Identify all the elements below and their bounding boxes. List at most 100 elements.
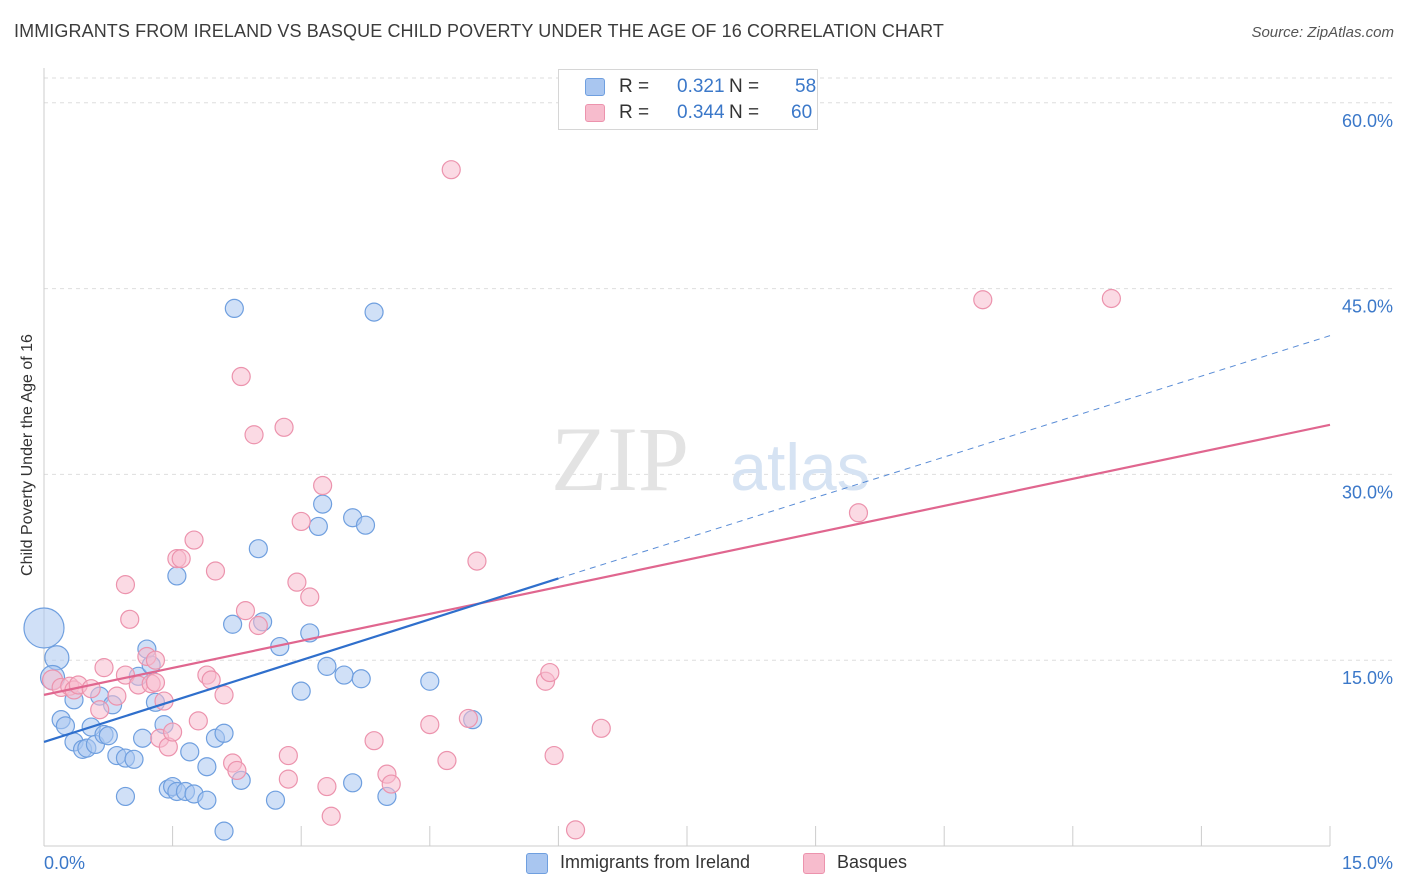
watermark-zip: ZIP — [551, 408, 689, 510]
x-tick-label: 0.0% — [44, 853, 85, 873]
y-tick-label: 30.0% — [1342, 482, 1393, 502]
legend-n-value: 58 — [795, 76, 817, 97]
trend-line-ireland — [43, 577, 559, 743]
trend-line-basques — [43, 423, 1331, 696]
data-point-ireland — [115, 786, 136, 807]
legend-n-label: N = — [729, 76, 760, 97]
data-point-basques — [244, 425, 264, 445]
data-point-basques — [317, 776, 337, 797]
legend-r-value: 0.321 — [677, 76, 725, 97]
data-point-ireland — [248, 539, 268, 559]
trend-lines — [43, 335, 1331, 743]
data-point-basques — [81, 679, 101, 699]
data-point-basques — [145, 672, 166, 693]
bottom-legend-swatch-ireland — [526, 853, 548, 874]
watermark-atlas: atlas — [730, 430, 869, 504]
data-point-basques — [115, 575, 136, 595]
data-point-basques — [235, 601, 256, 621]
data-point-basques — [274, 417, 294, 437]
data-point-basques — [973, 290, 993, 310]
data-point-ireland — [313, 494, 333, 514]
data-point-basques — [184, 530, 204, 550]
data-point-ireland — [364, 302, 384, 322]
data-point-ireland — [23, 607, 65, 649]
data-point-ireland — [132, 728, 153, 748]
legend-r-value: 0.344 — [677, 102, 725, 123]
data-point-ireland — [334, 665, 354, 685]
data-point-basques — [188, 711, 208, 731]
legend-n-value: 60 — [791, 102, 813, 123]
data-point-basques — [565, 820, 586, 840]
data-point-basques — [214, 685, 234, 705]
data-point-basques — [441, 160, 461, 180]
tick-labels: 15.0% 30.0% 45.0% 60.0% 0.0% 15.0% — [44, 111, 1393, 873]
data-point-ireland — [197, 790, 217, 810]
data-point-basques — [591, 718, 611, 738]
data-point-basques — [544, 745, 564, 766]
data-point-ireland — [265, 790, 286, 810]
data-point-basques — [94, 658, 114, 678]
chart-title: IMMIGRANTS FROM IRELAND VS BASQUE CHILD … — [14, 21, 944, 41]
data-point-basques — [291, 511, 311, 532]
data-point-ireland — [355, 515, 376, 535]
data-point-ireland — [291, 681, 311, 701]
bottom-legend-label-ireland: Immigrants from Ireland — [560, 852, 751, 872]
correlation-legend: R = 0.321 N = 58 R = 0.344 N = 60 — [558, 69, 818, 130]
axes — [43, 68, 1331, 847]
legend-swatch-basques — [585, 104, 605, 122]
data-point-basques — [107, 686, 127, 706]
data-point-basques — [458, 708, 478, 729]
data-point-basques — [300, 587, 320, 607]
data-point-ireland — [224, 298, 244, 318]
legend-r-label: R = — [619, 102, 650, 123]
data-point-ireland — [167, 566, 187, 586]
bottom-legend-label-basques: Basques — [837, 852, 908, 872]
data-point-basques — [1101, 288, 1121, 309]
data-point-ireland — [317, 656, 337, 676]
trend-line-ireland-extension — [558, 335, 1331, 579]
data-point-ireland — [308, 516, 328, 537]
data-point-basques — [381, 774, 401, 794]
data-point-ireland — [343, 773, 363, 793]
data-point-basques — [163, 722, 183, 742]
data-point-basques — [90, 700, 110, 720]
data-point-basques — [248, 615, 268, 636]
data-point-basques — [420, 715, 440, 735]
data-point-ireland — [351, 669, 371, 689]
y-tick-label: 45.0% — [1342, 297, 1393, 317]
data-point-basques — [227, 760, 247, 781]
data-point-basques — [467, 551, 487, 571]
data-point-basques — [287, 572, 307, 592]
data-point-ireland — [124, 749, 144, 769]
data-point-ireland — [197, 757, 217, 777]
legend-swatch-ireland — [585, 78, 605, 96]
legend-n-label: N = — [729, 102, 760, 123]
data-point-basques — [364, 731, 384, 751]
data-point-ireland — [180, 742, 200, 762]
y-tick-label: 60.0% — [1342, 111, 1393, 131]
data-point-ireland — [420, 671, 440, 691]
watermark: ZIP atlas — [551, 408, 870, 510]
data-point-basques — [278, 769, 298, 789]
data-point-basques — [171, 549, 191, 569]
y-axis-label: Child Poverty Under the Age of 16 — [19, 334, 36, 576]
data-point-basques — [145, 650, 166, 670]
series-ireland-points — [23, 298, 483, 841]
data-point-ireland — [214, 723, 234, 743]
legend-r-label: R = — [619, 76, 650, 97]
data-point-basques — [205, 561, 226, 581]
data-point-ireland — [214, 821, 234, 841]
data-point-ireland — [98, 726, 118, 746]
data-point-basques — [540, 662, 560, 683]
data-point-basques — [437, 750, 457, 771]
data-point-basques — [313, 475, 333, 496]
bottom-legend-swatch-basques — [803, 853, 825, 874]
data-point-basques — [120, 609, 140, 629]
y-tick-label: 15.0% — [1342, 668, 1393, 688]
data-point-basques — [278, 745, 298, 766]
data-point-basques — [231, 366, 251, 387]
data-point-basques — [848, 503, 869, 523]
x-tick-label: 15.0% — [1342, 853, 1393, 873]
source-label: Source: ZipAtlas.com — [1251, 24, 1394, 41]
